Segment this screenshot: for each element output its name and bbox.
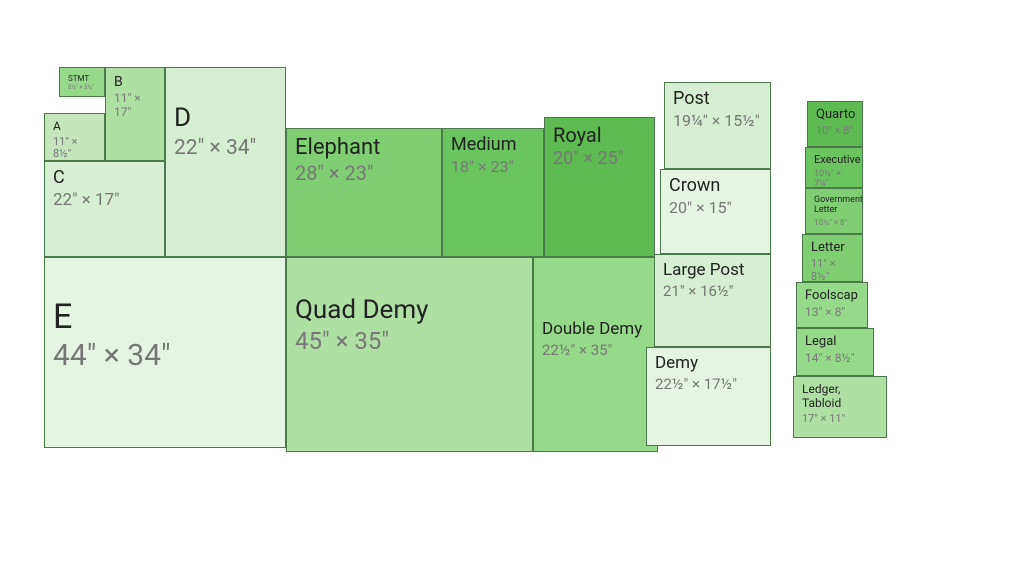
tile-name: Government Letter bbox=[814, 195, 854, 216]
tile-dims: 10" × 8" bbox=[816, 125, 854, 138]
tile-dims: 22½" × 35" bbox=[542, 342, 649, 359]
tile-letter: Letter 11" × 8½" bbox=[802, 234, 863, 282]
tile-name: Large Post bbox=[663, 261, 762, 281]
tile-post: Post 19¼" × 15½" bbox=[664, 82, 771, 169]
tile-name: Elephant bbox=[295, 135, 433, 160]
tile-name: Demy bbox=[655, 354, 762, 374]
tile-dims: 20" × 15" bbox=[669, 199, 762, 217]
tile-name: Letter bbox=[811, 241, 854, 256]
tile-name: Ledger, Tabloid bbox=[802, 383, 878, 411]
tile-foolscap: Foolscap 13" × 8" bbox=[796, 282, 868, 328]
tile-dims: 19¼" × 15½" bbox=[673, 112, 762, 130]
tile-quad-demy: Quad Demy45" × 35" bbox=[286, 257, 533, 452]
tile-royal: Royal20" × 25" bbox=[544, 117, 655, 257]
tile-a: A 11" × 8½" bbox=[44, 113, 105, 161]
tile-name: E bbox=[53, 298, 277, 337]
tile-dims: 44" × 34" bbox=[53, 339, 277, 374]
tile-c: C22" × 17" bbox=[44, 161, 165, 257]
tile-dims: 14" × 8½" bbox=[805, 352, 865, 366]
tile-dims: 17" × 11" bbox=[802, 413, 878, 426]
tile-elephant: Elephant28" × 23" bbox=[286, 128, 442, 257]
tile-name: Crown bbox=[669, 176, 762, 197]
tile-dims: 22" × 17" bbox=[53, 191, 156, 211]
tile-stmt: STMT 8½" × 5½" bbox=[59, 67, 105, 97]
tile-dims: 20" × 25" bbox=[553, 149, 646, 170]
tile-dims: 8½" × 5½" bbox=[68, 85, 96, 92]
tile-name: A bbox=[53, 120, 96, 134]
tile-dims: 28" × 23" bbox=[295, 162, 433, 185]
tile-dims: 21" × 16½" bbox=[663, 283, 762, 300]
tile-name: Double Demy bbox=[542, 320, 649, 340]
tile-dims: 18" × 23" bbox=[451, 158, 535, 176]
tile-legal: Legal 14" × 8½" bbox=[796, 328, 874, 376]
tile-name: Executive bbox=[814, 154, 854, 167]
tile-name: Quarto bbox=[816, 108, 854, 123]
tile-dims: 22½" × 17½" bbox=[655, 376, 762, 393]
tile-executive: Executive 10½" × 7¼" bbox=[805, 147, 863, 188]
tile-dims: 13" × 8" bbox=[805, 306, 859, 320]
tile-e: E44" × 34" bbox=[44, 257, 286, 448]
tile-crown: Crown 20" × 15" bbox=[660, 169, 771, 254]
tile-name: Foolscap bbox=[805, 289, 859, 304]
tile-dims: 10½" × 8" bbox=[814, 218, 854, 227]
tile-name: Legal bbox=[805, 335, 865, 350]
tile-medium: Medium 18" × 23" bbox=[442, 128, 544, 257]
tile-ledger: Ledger, Tabloid 17" × 11" bbox=[793, 376, 887, 438]
tile-dims: 22" × 34" bbox=[174, 136, 277, 160]
tile-name: Post bbox=[673, 89, 762, 110]
tile-double-demy: Double Demy 22½" × 35" bbox=[533, 257, 658, 452]
tile-name: D bbox=[174, 104, 277, 134]
tile-gov-letter: Government Letter 10½" × 8" bbox=[805, 188, 863, 234]
tile-name: STMT bbox=[68, 74, 96, 83]
tile-name: B bbox=[114, 74, 156, 90]
tile-d: D22" × 34" bbox=[165, 67, 286, 257]
paper-sizes-treemap: STMT8½" × 5½"B11" × 17"A11" × 8½"C22" × … bbox=[0, 0, 1024, 586]
tile-dims: 10½" × 7¼" bbox=[814, 169, 854, 188]
tile-quarto: Quarto 10" × 8" bbox=[807, 101, 863, 147]
tile-dims: 11" × 8½" bbox=[811, 258, 854, 282]
tile-demy: Demy 22½" × 17½" bbox=[646, 347, 771, 446]
tile-name: C bbox=[53, 168, 156, 189]
tile-dims: 11" × 8½" bbox=[53, 136, 96, 161]
tile-name: Royal bbox=[553, 124, 646, 147]
tile-name: Medium bbox=[451, 135, 535, 156]
tile-name: Quad Demy bbox=[295, 296, 524, 326]
tile-dims: 45" × 35" bbox=[295, 328, 524, 356]
tile-large-post: Large Post 21" × 16½" bbox=[654, 254, 771, 347]
tile-b: B 11" × 17" bbox=[105, 67, 165, 161]
tile-dims: 11" × 17" bbox=[114, 92, 156, 120]
